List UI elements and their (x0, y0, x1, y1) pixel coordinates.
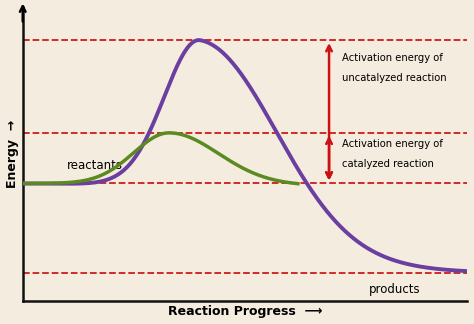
Text: catalyzed reaction: catalyzed reaction (342, 159, 434, 169)
Text: Activation energy of: Activation energy of (342, 53, 443, 64)
Text: products: products (369, 283, 420, 296)
Text: uncatalyzed reaction: uncatalyzed reaction (342, 73, 447, 83)
X-axis label: Reaction Progress  ⟶: Reaction Progress ⟶ (167, 306, 322, 318)
Text: reactants: reactants (67, 159, 123, 172)
Text: Activation energy of: Activation energy of (342, 139, 443, 149)
Y-axis label: Energy  →: Energy → (6, 120, 18, 188)
